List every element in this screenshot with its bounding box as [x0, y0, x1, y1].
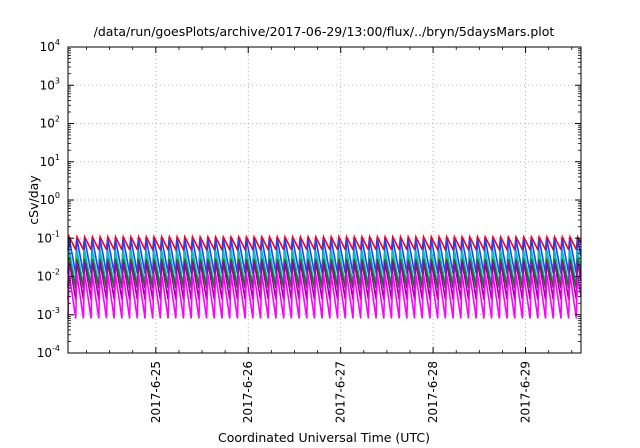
- x-tick-label: 2017-6-25: [149, 361, 163, 423]
- y-axis-ticks: 10-4 10-3 10-2 10-1 100 101 102 103 104: [37, 38, 581, 360]
- y-axis-label: cSv/day: [26, 175, 41, 225]
- y-tick-label: 10-2: [37, 268, 60, 284]
- x-tick-label: 2017-6-28: [426, 361, 440, 423]
- y-tick-label: 100: [40, 191, 60, 207]
- y-tick-label: 103: [40, 76, 60, 92]
- chart-title: /data/run/goesPlots/archive/2017-06-29/1…: [94, 24, 555, 39]
- y-tick-label: 10-4: [37, 344, 60, 360]
- series-line: [67, 274, 582, 319]
- x-axis-ticks: 2017-6-25 2017-6-26 2017-6-27 2017-6-28 2017…: [86, 47, 573, 423]
- x-tick-label: 2017-6-27: [334, 361, 348, 423]
- y-tick-label: 10-1: [37, 229, 60, 245]
- x-tick-label: 2017-6-26: [241, 361, 255, 423]
- y-tick-label: 10-3: [37, 306, 60, 322]
- y-tick-label: 104: [40, 38, 60, 54]
- y-tick-label: 102: [40, 115, 60, 131]
- y-tick-label: 101: [40, 153, 60, 169]
- x-axis-label: Coordinated Universal Time (UTC): [218, 430, 430, 445]
- data-series-group: [67, 234, 582, 319]
- x-tick-label: 2017-6-29: [519, 361, 533, 423]
